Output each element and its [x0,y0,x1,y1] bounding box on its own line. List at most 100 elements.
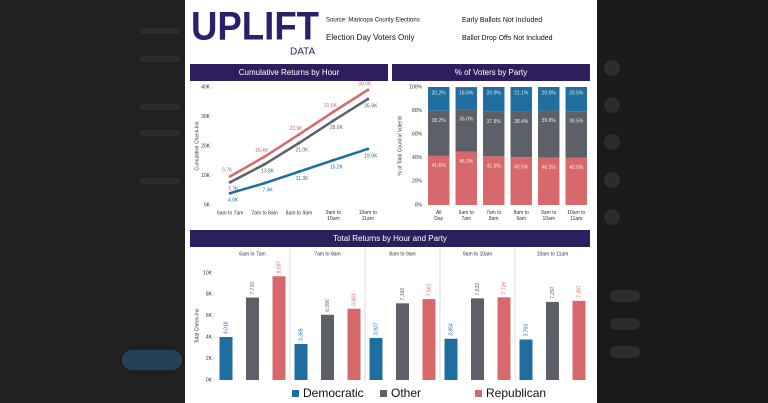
bar [422,299,436,380]
blurred-background [597,0,768,403]
data-label: 40.5% [514,165,529,171]
data-label: 7.7K [228,187,239,193]
y-tick-label: 8K [206,292,213,298]
bar [471,298,484,380]
data-label: 9,697 [276,261,282,274]
blurred-shapes [122,28,640,370]
chart-title: Total Returns by Hour and Party [333,234,447,243]
data-label: 20.5% [569,90,584,96]
point [297,141,301,145]
bar-segment [428,110,450,156]
bar-segment [428,155,450,205]
data-label: 7,397 [576,285,582,298]
panel-title: 8am to 9am [389,251,415,257]
legend-swatch [380,390,387,397]
legend-label: Democratic [303,386,364,400]
data-label: 20.9% [487,90,502,96]
exclusion-note: Ballot Drop Offs Not Included [462,35,553,42]
data-label: 6,661 [351,293,357,306]
y-tick-label: 10K [201,173,211,179]
point [297,170,301,174]
panel-title: 9am to 10am [463,251,492,257]
data-label: 31.6K [324,103,338,109]
data-label: 41.6% [432,163,447,169]
data-label: 7,710 [250,282,256,295]
data-label: 21.1% [514,90,529,96]
data-label: 40.2% [542,165,557,171]
y-tick-label: 0K [206,377,213,383]
chart-title: % of Voters by Party [455,68,527,77]
y-tick-label: 20% [412,179,423,185]
y-tick-label: 4K [206,335,213,341]
data-label: 41.3% [487,164,502,170]
data-label: 4.0K [228,198,239,204]
y-tick-label: 0% [415,202,423,208]
x-tick-label: 8am to 9am [514,210,530,222]
data-label: 3,369 [298,328,304,341]
data-label: 15.2K [330,164,344,170]
x-tick-label: 7am to 8am [486,210,502,222]
point [366,147,370,151]
data-label: 3,854 [448,323,454,336]
x-tick-label: 8am to 9am [286,210,312,216]
legend-swatch [475,390,482,397]
data-label: 6,096 [325,299,331,312]
data-label: 38.4% [514,119,529,125]
data-label: 39.0K [358,81,372,87]
bar-segment [510,157,532,205]
data-label: 20.2% [432,90,447,96]
exclusion-note: Early Ballots Not Included [462,17,542,24]
blurred-sidebar [0,0,185,403]
bar-segment [510,87,532,112]
data-label: 7,297 [550,286,556,299]
data-label: 18.6% [459,90,474,96]
bar [321,314,334,380]
x-tick-label: 10am to 11am [359,210,377,222]
y-tick-label: 2K [206,356,213,362]
data-label: 11.3K [296,176,309,182]
y-tick-label: 40K [201,84,211,90]
panel-title: 7am to 8am [314,251,340,257]
bar [347,308,361,380]
data-label: 4,018 [223,321,229,334]
bar-segment [565,87,587,112]
data-label: 13.8K [261,169,275,175]
bar [444,338,458,380]
legend-swatch [292,390,299,397]
chart-title: Cumulative Returns by Hour [239,68,340,77]
point [263,181,267,185]
data-label: 9.7K [222,168,233,174]
y-tick-label: 80% [412,108,423,114]
logo-subtitle: DATA [290,47,316,58]
x-tick-label: All Day [434,210,443,222]
data-label: 39.8% [542,118,557,124]
data-label: 7,166 [400,288,406,301]
y-tick-label: 60% [412,132,423,138]
data-label: 20.0% [542,90,557,96]
bar-segment [428,87,450,111]
data-label: 3,927 [373,322,379,335]
bar [369,337,383,380]
data-label: 7,561 [426,283,432,296]
point [297,132,301,136]
y-tick-label: 6K [206,313,213,319]
x-tick-label: 9am to 10am [326,210,342,222]
data-label: 21.0K [295,147,309,153]
bar [519,339,533,380]
data-label: 28.6K [330,125,344,131]
data-label: 38.2% [432,118,447,124]
x-tick-label: 7am to 8am [251,210,277,216]
bar-segment [510,111,532,158]
y-tick-label: 30K [201,114,211,120]
point [366,97,370,101]
bar-segment [565,111,587,158]
y-axis-title: Cumulative Check-Ins [194,121,200,170]
bar-segment [455,87,477,110]
data-label: 39.5% [569,119,584,125]
bar-segment [538,87,560,111]
point [228,174,232,178]
title-bar [392,64,590,81]
bar [294,343,308,380]
x-tick-label: 6am to 7am [217,210,243,216]
title-bar [190,230,590,247]
